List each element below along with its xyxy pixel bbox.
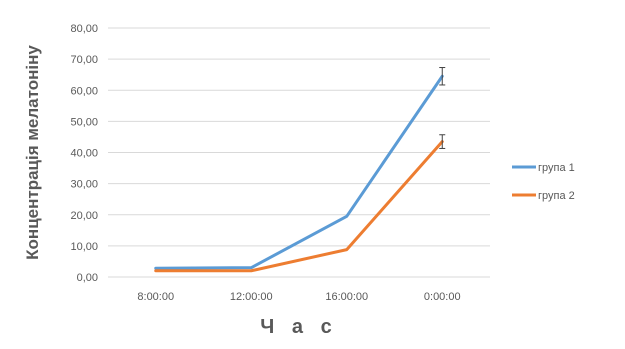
legend-label: група 1 — [538, 162, 575, 174]
gridlines — [108, 27, 490, 278]
y-tick-label: 0,00 — [77, 272, 98, 284]
x-tick-label: 16:00:00 — [325, 291, 368, 303]
y-tick-label: 10,00 — [70, 241, 98, 253]
y-tick-label: 60,00 — [70, 85, 98, 97]
y-tick-label: 30,00 — [70, 179, 98, 191]
x-tick-label: 0:00:00 — [424, 291, 461, 303]
y-tick-label: 70,00 — [70, 54, 98, 66]
series-lines — [154, 74, 444, 273]
x-tick-label: 12:00:00 — [230, 291, 273, 303]
legend: група 1 група 2 — [512, 162, 575, 202]
series-line-2 — [154, 140, 444, 273]
y-axis-ticks: 0,00 10,00 20,00 30,00 40,00 50,00 60,00 70,00 8… — [70, 23, 98, 284]
legend-entry-1: група 1 — [512, 162, 575, 174]
y-tick-label: 20,00 — [70, 210, 98, 222]
error-bar — [439, 67, 446, 86]
legend-label: група 2 — [538, 190, 575, 202]
x-axis-title: Ч а с — [260, 316, 337, 338]
y-tick-label: 50,00 — [70, 116, 98, 128]
x-axis-ticks: 8:00:00 12:00:00 16:00:00 0:00:00 — [137, 291, 460, 303]
error-bar — [439, 134, 446, 149]
legend-entry-2: група 2 — [512, 190, 575, 202]
y-axis-title: Концентрація мелатоніну — [23, 45, 42, 260]
y-tick-label: 40,00 — [70, 148, 98, 160]
error-bars — [439, 67, 446, 149]
x-tick-label: 8:00:00 — [137, 291, 174, 303]
y-tick-label: 80,00 — [70, 23, 98, 35]
series-line-1 — [154, 74, 444, 270]
